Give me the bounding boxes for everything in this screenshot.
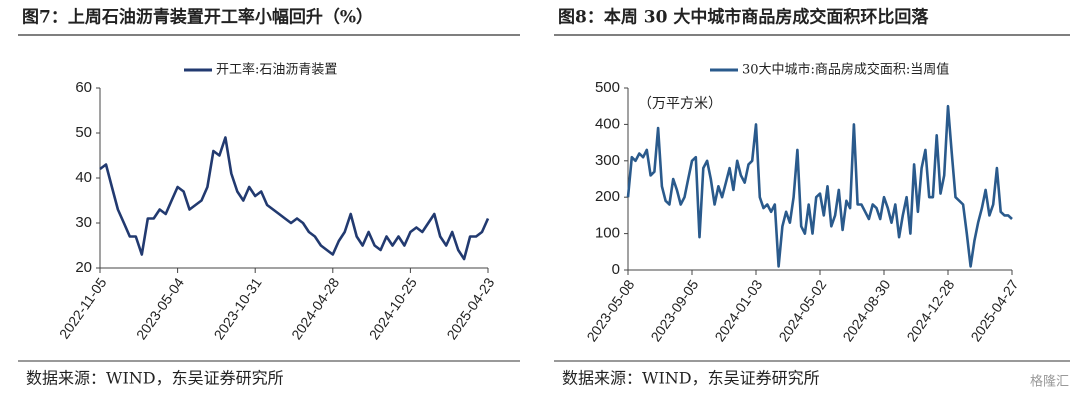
x-tick-label: 2024-05-02 [775, 277, 829, 345]
y-tick-label: 300 [595, 152, 620, 169]
x-tick-label: 2023-05-08 [583, 277, 637, 345]
series-line [99, 136, 490, 261]
y-tick-label: 60 [75, 79, 92, 96]
y-tick-label: 500 [595, 79, 620, 96]
chart-title: 图8：本周 30 大中城市商品房成交面积环比回落 [558, 7, 929, 28]
y-tick-label: 200 [595, 188, 620, 205]
x-tick-label: 2024-10-25 [366, 275, 420, 343]
x-tick-label: 2024-01-03 [711, 277, 765, 345]
y-tick-label: 50 [75, 124, 92, 141]
x-tick-label: 2024-08-30 [839, 277, 893, 345]
x-tick-label: 2024-12-28 [903, 277, 957, 345]
chart-title: 图7：上周石油沥青装置开工率小幅回升（%） [22, 7, 373, 28]
source: 数据来源：WIND，东吴证券研究所 [26, 369, 284, 388]
y-tick-label: 400 [595, 115, 620, 132]
y-tick-label: 20 [75, 259, 92, 276]
x-tick-label: 2022-11-05 [56, 274, 110, 341]
y-tick-label: 30 [75, 214, 92, 231]
y-tick-label: 40 [75, 169, 92, 186]
annotation: （万平方米） [638, 96, 722, 112]
x-tick-label: 2023-05-04 [133, 275, 187, 343]
y-tick-label: 100 [595, 225, 620, 242]
legend-label: 30大中城市:商品房成交面积:当周值 [742, 62, 949, 78]
source: 数据来源：WIND，东吴证券研究所 [562, 369, 820, 388]
series-line [626, 104, 1013, 268]
x-tick-label: 2023-10-31 [211, 275, 265, 343]
y-tick-label: 0 [612, 261, 620, 278]
watermark: 格隆汇 [1030, 374, 1069, 390]
x-tick-label: 2024-04-28 [288, 275, 342, 343]
x-tick-label: 2025-04-27 [967, 277, 1021, 345]
x-tick-label: 2025-04-23 [443, 275, 497, 343]
x-tick-label: 2023-09-05 [647, 277, 701, 345]
legend-label: 开工率:石油沥青装置 [216, 62, 337, 78]
